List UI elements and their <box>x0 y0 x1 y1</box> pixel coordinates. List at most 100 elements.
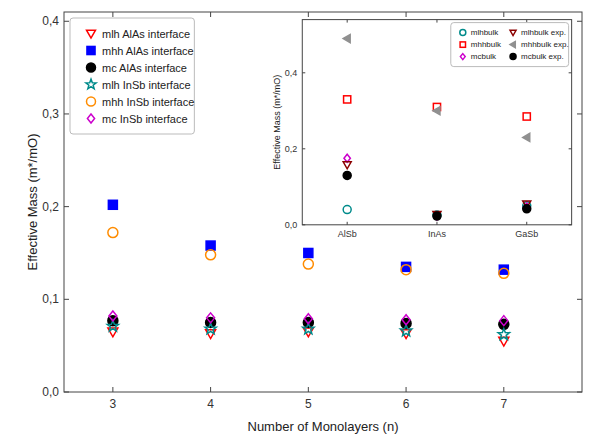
x-tick <box>406 12 407 17</box>
legend-label: mlhbulk <box>471 28 500 37</box>
legend-box <box>70 18 194 134</box>
x-tick-label: 3 <box>110 397 117 411</box>
series <box>109 311 508 326</box>
legend-marker <box>460 54 465 60</box>
x-tick <box>112 12 113 17</box>
legend-label: mhh InSb interface <box>102 96 194 108</box>
y-tick <box>64 299 69 300</box>
legend: mlh AlAs interface mhh AlAs interface mc A… <box>70 18 194 134</box>
y-tick-label: 0,1 <box>42 292 59 306</box>
y-tick <box>577 21 582 22</box>
point <box>401 265 411 275</box>
x-axis-label: Number of Monolayers (n) <box>248 419 399 434</box>
point <box>433 212 441 220</box>
point <box>343 35 350 43</box>
point <box>206 250 216 260</box>
series <box>108 228 509 279</box>
x-tick-label: 6 <box>403 397 410 411</box>
legend-marker <box>510 54 516 60</box>
plot-frame <box>302 20 571 225</box>
legend-label: mcbulk <box>471 52 497 61</box>
legend-marker <box>460 30 466 36</box>
series <box>344 96 531 120</box>
y-tick-label: 0,0 <box>285 220 298 230</box>
plot-frame <box>64 12 582 392</box>
point <box>304 248 313 257</box>
y-tick-label: 0,4 <box>42 14 59 28</box>
series <box>343 171 531 220</box>
y-tick <box>577 113 582 114</box>
point <box>343 162 351 169</box>
y-tick-label: 0,4 <box>285 68 298 78</box>
y-tick <box>64 206 69 207</box>
legend-label: mc InSb interface <box>102 113 188 125</box>
point <box>303 259 313 269</box>
x-tick <box>210 12 211 17</box>
point <box>343 206 351 214</box>
y-tick-label: 0,2 <box>285 144 298 154</box>
inset-chart: 0,00,20,4AlSbInAsGaSbEffective Mass (m*/… <box>272 20 572 239</box>
y-tick-label: 0,0 <box>42 385 59 399</box>
main-chart: 0,0 0,1 0,2 0,3 0,4 3 4 5 6 7 Number of Monolayers… <box>25 12 582 434</box>
point <box>109 311 117 321</box>
chart-canvas: 0,0 0,1 0,2 0,3 0,4 3 4 5 6 7 Number of Monolayers… <box>0 0 595 446</box>
legend-label: mc AlAs interface <box>102 62 187 74</box>
x-tick-label: 7 <box>500 397 507 411</box>
y-tick-label: 0,3 <box>42 107 59 121</box>
x-tick-label: InAs <box>428 229 447 239</box>
point <box>206 241 215 250</box>
series <box>343 162 531 219</box>
legend-marker <box>510 30 516 35</box>
legend-label: mhhbulk exp. <box>521 40 569 49</box>
legend-marker <box>87 63 96 72</box>
x-tick-label: 4 <box>207 397 214 411</box>
point <box>523 205 531 213</box>
point <box>344 96 351 103</box>
x-tick <box>406 387 407 392</box>
legend-marker <box>510 42 515 48</box>
x-tick-label: 5 <box>305 397 312 411</box>
x-tick <box>308 387 309 392</box>
legend-marker <box>86 79 96 89</box>
legend-marker <box>460 42 465 47</box>
legend-box <box>451 23 569 67</box>
x-tick <box>210 387 211 392</box>
point <box>205 323 216 334</box>
point <box>499 268 509 278</box>
point <box>402 262 411 271</box>
legend-label: mlh InSb interface <box>102 79 191 91</box>
legend-label: mlh AlAs interface <box>102 28 190 40</box>
series <box>344 154 530 220</box>
y-tick <box>577 206 582 207</box>
y-tick-label: 0,2 <box>42 200 59 214</box>
point <box>434 212 440 220</box>
legend-marker <box>87 114 94 123</box>
legend: mlhbulkmhhbulkmcbulkmlhbulk exp.mhhbulk … <box>451 23 569 67</box>
x-tick <box>308 12 309 17</box>
plot-background <box>64 12 582 392</box>
point <box>523 133 530 141</box>
legend-label: mhhbulk <box>471 40 502 49</box>
point <box>498 329 509 340</box>
point <box>304 314 312 324</box>
legend-marker <box>87 30 96 38</box>
point <box>400 325 411 336</box>
point <box>402 315 410 325</box>
point <box>108 228 118 238</box>
y-tick <box>64 21 69 22</box>
y-tick <box>577 299 582 300</box>
plot-background <box>302 20 571 225</box>
y-axis-label: Effective Mass (m*/mO) <box>25 133 40 270</box>
point <box>523 113 530 120</box>
y-tick <box>64 113 69 114</box>
point <box>108 200 117 209</box>
x-tick-label: GaSb <box>515 229 538 239</box>
point <box>500 316 508 326</box>
legend-label: mhh AlAs interface <box>102 45 194 57</box>
legend-marker <box>87 46 95 54</box>
y-axis-label: Effective Mass (m*/mO) <box>272 75 282 170</box>
point <box>343 171 351 179</box>
legend-marker <box>87 97 96 106</box>
x-tick <box>112 387 113 392</box>
point <box>433 107 440 115</box>
